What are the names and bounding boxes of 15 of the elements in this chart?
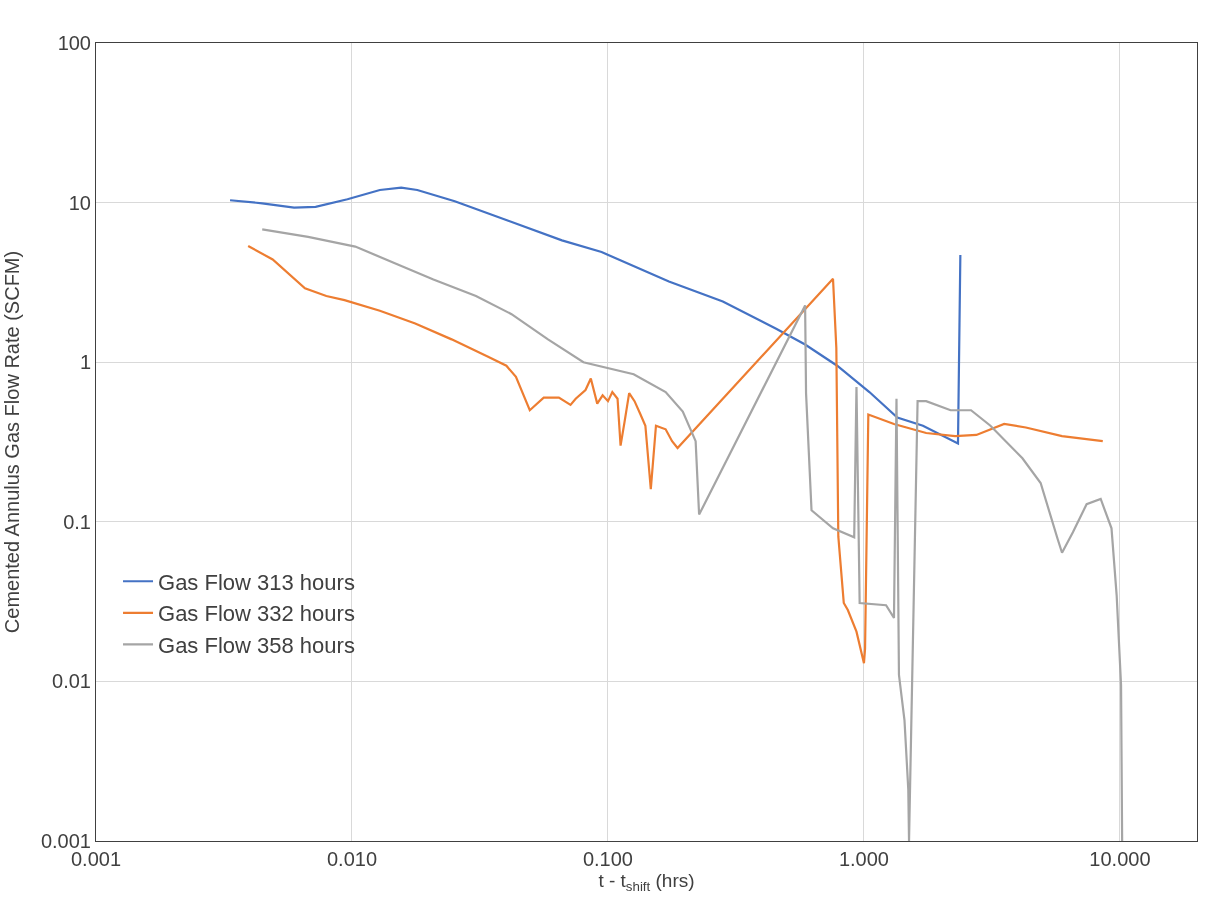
x-axis-title: t - t$_{shift}$ (hrs) <box>598 870 695 894</box>
y-tick-label: 0.01 <box>52 670 91 693</box>
y-axis-title: Cemented Annulus Gas Flow Rate (SCFM) <box>1 250 24 634</box>
y-tick-label: 1 <box>79 351 91 374</box>
x-tick-label: 10.000 <box>1089 848 1151 870</box>
y-tick-label: 100 <box>57 32 91 54</box>
y-tick-label: 0.001 <box>40 830 91 852</box>
y-tick-label: 0.1 <box>63 510 91 533</box>
legend-label: Gas Flow 358 hours <box>158 633 355 659</box>
legend-label: Gas Flow 313 hours <box>158 569 355 595</box>
legend-label: Gas Flow 332 hours <box>158 601 355 627</box>
x-tick-label: 1.000 <box>838 848 889 870</box>
x-tick-label: 0.010 <box>326 848 378 870</box>
y-tick-label: 10 <box>68 191 91 214</box>
x-tick-label: 0.100 <box>582 848 633 870</box>
